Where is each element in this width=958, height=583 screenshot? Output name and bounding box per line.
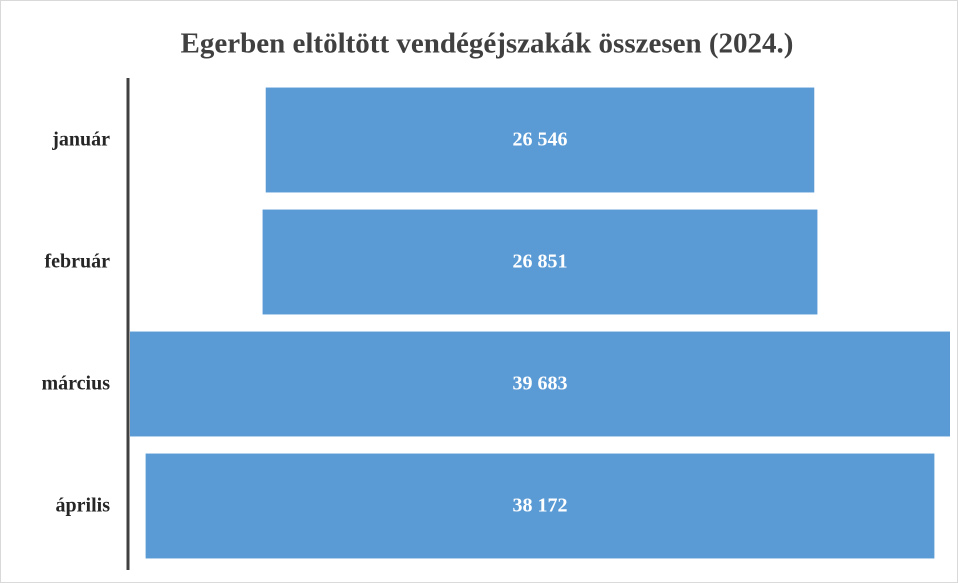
funnel-bar	[145, 453, 935, 559]
funnel-bar	[265, 87, 815, 193]
y-tick-label: április	[56, 495, 111, 517]
data-label: 39 683	[513, 373, 568, 395]
data-label: 26 851	[513, 251, 568, 273]
funnel-bar	[130, 331, 950, 437]
chart-title: Egerben eltöltött vendégéjszakák összese…	[181, 28, 794, 60]
funnel-bar	[262, 209, 818, 315]
data-label: 38 172	[513, 495, 568, 517]
y-tick-label: január	[51, 129, 110, 151]
data-label: 26 546	[513, 129, 568, 151]
y-tick-label: március	[41, 373, 110, 395]
y-tick-label: február	[44, 251, 110, 273]
